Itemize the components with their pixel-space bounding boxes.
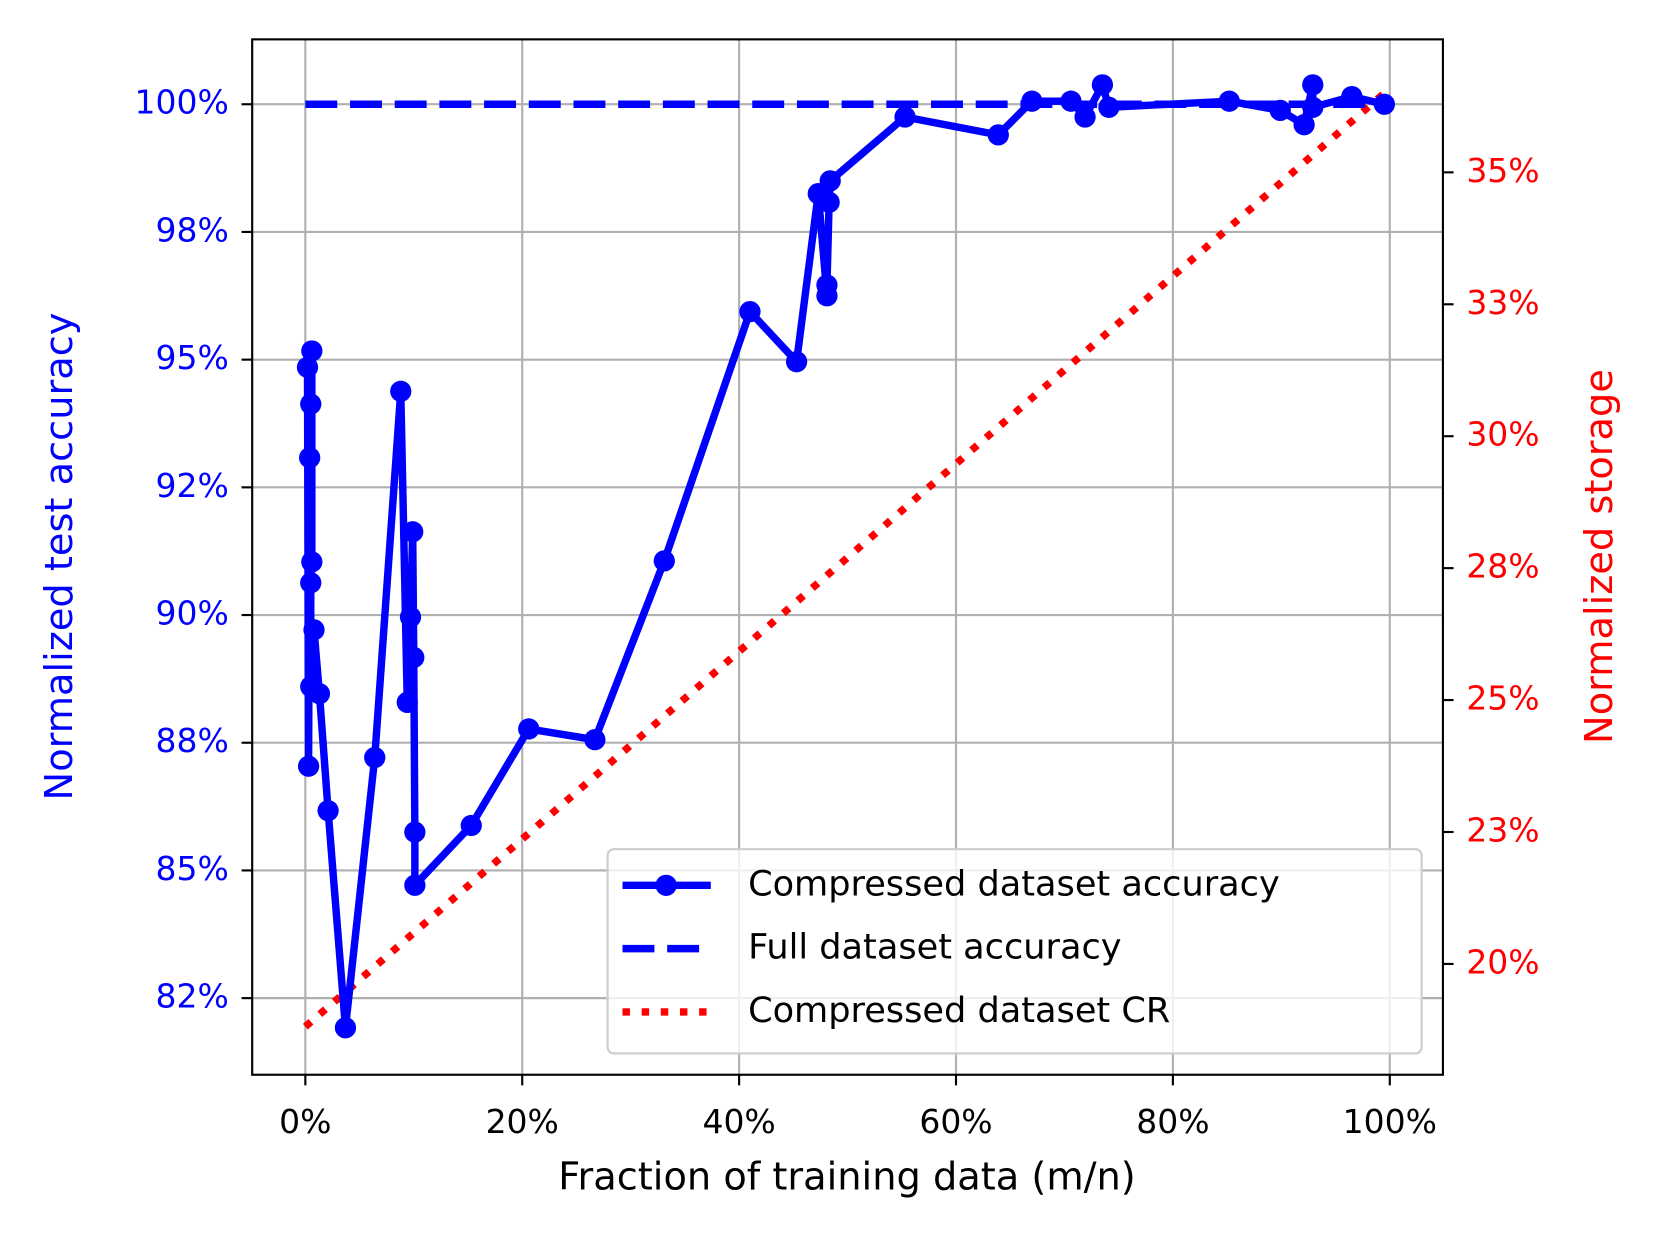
- y2-tick-label: 28%: [1466, 547, 1539, 586]
- y2-tick-label: 35%: [1466, 151, 1539, 190]
- data-point: [303, 619, 325, 641]
- data-point: [819, 170, 841, 192]
- data-point: [1269, 99, 1291, 122]
- legend-label: Compressed dataset accuracy: [748, 863, 1280, 904]
- y-axis-label: Normalized test accuracy: [37, 313, 82, 801]
- data-point: [297, 755, 320, 777]
- legend-label: Full dataset accuracy: [748, 927, 1122, 968]
- data-point: [653, 550, 675, 572]
- y-tick-label: 92%: [156, 466, 229, 505]
- y-tick-label: 85%: [156, 849, 229, 888]
- legend-label: Compressed dataset CR: [748, 990, 1170, 1031]
- data-point: [399, 606, 422, 628]
- x-tick-label: 20%: [486, 1102, 559, 1141]
- data-point: [1302, 74, 1324, 96]
- x-tick-label: 0%: [279, 1102, 331, 1141]
- data-point: [1098, 96, 1120, 118]
- data-point: [785, 351, 808, 373]
- data-point: [1293, 114, 1315, 136]
- data-point: [299, 447, 321, 469]
- data-point: [390, 380, 412, 402]
- data-point: [1302, 96, 1324, 118]
- data-point: [460, 814, 482, 837]
- y2-tick-label: 20%: [1466, 942, 1539, 981]
- data-point: [403, 646, 425, 669]
- y2-tick-label: 23%: [1466, 810, 1539, 849]
- data-point: [402, 521, 424, 543]
- data-point: [404, 821, 426, 843]
- data-point: [1218, 90, 1240, 112]
- y-tick-label: 100%: [135, 83, 229, 122]
- data-point: [301, 340, 323, 362]
- data-point: [396, 691, 418, 714]
- legend-box: [606, 848, 1423, 1055]
- data-point: [518, 718, 540, 740]
- data-point: [1341, 85, 1363, 108]
- y2-tick-label: 33%: [1466, 283, 1539, 322]
- data-point: [364, 746, 386, 769]
- data-point: [1373, 93, 1396, 115]
- data-point: [818, 191, 840, 213]
- data-point: [300, 572, 322, 594]
- y-tick-label: 98%: [156, 210, 229, 249]
- data-point: [334, 1017, 357, 1039]
- data-point: [894, 106, 916, 128]
- plot-frame: [251, 38, 1444, 1076]
- data-point: [987, 124, 1009, 146]
- legend-marker: [655, 874, 677, 896]
- data-point: [301, 551, 323, 573]
- data-point: [584, 729, 606, 751]
- data-point: [300, 393, 322, 415]
- data-point: [1091, 74, 1114, 96]
- y2-axis-label: Normalized storage: [1577, 369, 1622, 744]
- y-tick-label: 82%: [156, 977, 229, 1016]
- y-tick-label: 90%: [156, 594, 229, 633]
- data-point: [1074, 106, 1096, 128]
- x-tick-label: 40%: [702, 1102, 775, 1141]
- data-point: [404, 874, 426, 896]
- data-point: [739, 300, 761, 323]
- data-point: [317, 800, 339, 822]
- y-tick-label: 95%: [156, 338, 229, 377]
- y-tick-label: 88%: [156, 721, 229, 760]
- data-point: [296, 356, 319, 378]
- data-point: [308, 683, 331, 705]
- x-tick-label: 100%: [1343, 1102, 1437, 1141]
- y2-tick-label: 30%: [1466, 415, 1539, 454]
- y2-tick-label: 25%: [1466, 679, 1539, 718]
- x-tick-label: 80%: [1136, 1102, 1209, 1141]
- data-point: [816, 274, 838, 296]
- data-point: [1060, 90, 1082, 112]
- x-axis-label: Fraction of training data (m/n): [558, 1155, 1135, 1200]
- x-tick-label: 60%: [919, 1102, 992, 1141]
- data-point: [1021, 90, 1043, 112]
